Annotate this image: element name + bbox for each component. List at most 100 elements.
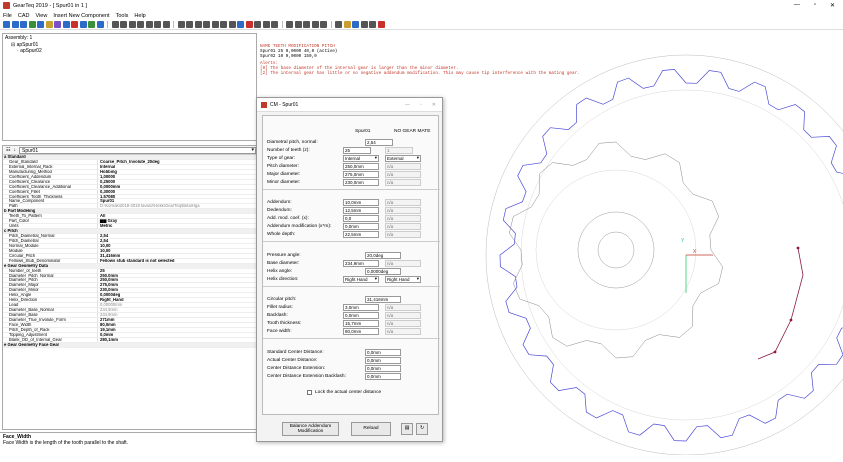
toolbar-button-icon[interactable] — [177, 21, 185, 28]
toolbar-button-icon[interactable] — [88, 21, 95, 28]
toolbar-button-icon[interactable] — [3, 21, 10, 28]
toolbar-button-icon[interactable] — [145, 21, 153, 28]
toolbar-button-icon[interactable] — [20, 21, 27, 28]
toolbar-button-icon[interactable] — [211, 21, 219, 28]
property-row[interactable]: Units Metric — [3, 224, 256, 230]
center-distance-extension-input[interactable]: 0,0mm — [365, 365, 401, 372]
property-value[interactable]: 250,0mm — [100, 273, 118, 278]
toolbar-button-icon[interactable] — [128, 21, 136, 28]
toolbar-button-icon[interactable] — [335, 21, 342, 28]
property-row[interactable]: Module 10,00 — [3, 248, 256, 254]
property-value[interactable]: Hobbing — [100, 169, 117, 174]
gear-canvas[interactable]: Y X — [443, 30, 843, 455]
toolbar-button-icon[interactable] — [369, 21, 376, 28]
property-row[interactable]: Lead 0,00000mm — [3, 303, 256, 309]
whole-depth-input[interactable]: 22,5mm — [343, 231, 379, 238]
toolbar-button-icon[interactable] — [254, 21, 261, 28]
menu-cad[interactable]: CAD — [17, 12, 30, 19]
property-value[interactable]: ▆▆ Gray — [100, 219, 118, 224]
property-row[interactable]: Face_Width 80,0mm — [3, 322, 256, 328]
menu-file[interactable]: File — [3, 12, 12, 19]
property-value[interactable]: 2,54 — [100, 234, 109, 238]
toolbar-button-icon[interactable] — [311, 21, 319, 28]
property-row[interactable]: Number_of_teeth 25 — [3, 268, 256, 274]
property-value[interactable]: 230,0mm — [100, 288, 118, 293]
dialog-close-button[interactable]: ✕ — [431, 101, 436, 108]
lock-center-distance-checkbox[interactable] — [307, 390, 312, 395]
toolbar-button-icon[interactable] — [320, 21, 327, 28]
property-value[interactable]: 10,00 — [100, 248, 111, 253]
property-value[interactable]: 0,0000mm — [100, 184, 121, 189]
toolbar-button-icon[interactable] — [237, 21, 244, 28]
dialog-minimize-button[interactable]: — — [405, 101, 411, 108]
tree-root[interactable]: Assembly: 1 — [5, 35, 33, 41]
helix-direction-select[interactable]: Right Hand — [343, 276, 379, 283]
property-value[interactable]: 234,9mm — [100, 313, 118, 317]
toolbar-button-icon[interactable] — [360, 21, 368, 28]
toolbar-button-icon[interactable] — [120, 21, 127, 28]
property-row[interactable]: Pitch_Diametral_Normal 2,54 — [3, 234, 256, 239]
refresh-icon[interactable]: ↻ — [416, 423, 428, 435]
toolbar-button-icon[interactable] — [228, 21, 236, 28]
property-row[interactable]: Diameter_Pitch 250,0mm — [3, 278, 256, 284]
toolbar-button-icon[interactable] — [37, 21, 44, 28]
property-row[interactable]: Pitch_Diametral 2,54 — [3, 238, 256, 244]
addendum-input[interactable]: 10,0mm — [343, 199, 379, 206]
gear-type-select[interactable]: Internal — [343, 155, 379, 162]
property-value[interactable]: 0,0000deg — [100, 293, 121, 298]
toolbar-button-icon[interactable] — [54, 21, 61, 28]
menu-help[interactable]: Help — [134, 12, 146, 19]
property-value[interactable]: 234,9mm — [100, 308, 118, 312]
tree-node-apspur01[interactable]: ⊟ apSpur01 — [11, 41, 39, 48]
major-diameter-input[interactable]: 275,0mm — [343, 171, 379, 178]
property-row[interactable]: Name_Component Spur01 — [3, 199, 256, 205]
toolbar-button-icon[interactable] — [186, 21, 193, 28]
fillet-radius-input[interactable]: 3,0mm — [343, 304, 379, 311]
property-row[interactable]: Gear_Standard Coarse_Pitch_Involute_20deg — [3, 159, 256, 165]
property-value[interactable]: 250,0mm — [100, 278, 118, 283]
toolbar-button-icon[interactable] — [220, 21, 227, 28]
property-value[interactable]: 275,0mm — [100, 283, 118, 288]
balance-addendum-button[interactable]: Balance Addendum Modification — [282, 422, 339, 436]
dialog-maximize-button[interactable]: ▫ — [420, 101, 422, 108]
toolbar-button-icon[interactable] — [294, 21, 302, 28]
property-value[interactable]: 271mm — [100, 317, 115, 322]
property-row[interactable]: Manufacturing_Method Hobbing — [3, 169, 256, 175]
toolbar-button-icon[interactable] — [303, 21, 310, 28]
property-category[interactable]: b Part Modeling — [3, 209, 256, 215]
property-value[interactable]: Fellows stub standard is not selected — [100, 258, 175, 263]
circular-pitch-input[interactable]: 31,416mm — [365, 296, 401, 303]
property-row[interactable]: Path D:\Kornak\2018-2019 tavasz\Hekk\Gear… — [3, 204, 256, 210]
property-row[interactable]: Teeth_To_Pattern All — [3, 214, 256, 220]
dedendum-input[interactable]: 12,5mm — [343, 207, 379, 214]
toolbar-button-icon[interactable] — [194, 21, 202, 28]
toolbar-button-icon[interactable] — [203, 21, 210, 28]
property-row[interactable]: Coefficient_Clearance_Additional 0,0000mm — [3, 184, 256, 190]
mate-teeth-input[interactable]: 1 — [385, 147, 413, 154]
property-row[interactable]: Coefficient_Addendum 1,00000 — [3, 174, 256, 180]
property-value[interactable]: Metric — [100, 224, 113, 229]
property-category[interactable]: e Gear Geometry Data — [3, 263, 256, 269]
property-row[interactable]: Circular_Pitch 31,416mm — [3, 253, 256, 259]
property-value[interactable]: All — [100, 214, 106, 219]
reload-button[interactable]: Reload — [351, 422, 391, 436]
property-value[interactable]: 0,00000mm — [100, 303, 123, 308]
toolbar-button-icon[interactable] — [286, 21, 293, 28]
diametral-pitch-input[interactable]: 2,54 — [365, 139, 393, 146]
restore-button[interactable]: ▫ — [813, 2, 816, 8]
property-value[interactable]: 0,30000 — [100, 189, 116, 194]
toolbar-button-icon[interactable] — [28, 21, 36, 28]
menu-insert[interactable]: Insert New Component — [53, 12, 110, 19]
base-diameter-input[interactable]: 234,9mm — [343, 260, 379, 267]
property-row[interactable]: Diameter_Major 275,0mm — [3, 283, 256, 289]
export-icon[interactable]: ▤ — [401, 423, 413, 435]
property-row[interactable]: Pitch_Depth_of_Rack 19,1mm — [3, 327, 256, 333]
property-row[interactable]: Helix_Direction Right_Hand — [3, 298, 256, 304]
toolbar-button-icon[interactable] — [96, 21, 104, 28]
property-row[interactable]: Normal_Module 10,00 — [3, 243, 256, 249]
toolbar-button-icon[interactable] — [352, 21, 359, 28]
property-row[interactable]: Topping_Adjustment 0,0mm — [3, 332, 256, 338]
pitch-diameter-input[interactable]: 250,0mm — [343, 163, 379, 170]
teeth-input[interactable]: 25 — [343, 147, 371, 154]
toolbar-button-icon[interactable] — [62, 21, 70, 28]
